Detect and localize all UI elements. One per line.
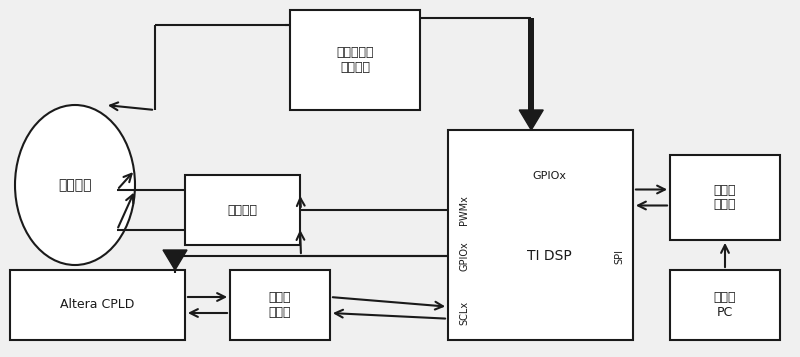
Bar — [230, 270, 330, 340]
Text: 相耦综合虚
转变压器: 相耦综合虚 转变压器 — [336, 46, 374, 74]
Text: 弧线电机: 弧线电机 — [58, 178, 92, 192]
Polygon shape — [163, 250, 187, 270]
Polygon shape — [519, 110, 543, 130]
Bar — [172, 250, 178, 252]
Bar — [10, 270, 185, 340]
Text: 上位机
PC: 上位机 PC — [714, 291, 736, 319]
Bar — [670, 270, 780, 340]
Text: TI DSP: TI DSP — [527, 249, 572, 263]
Text: 驱动模块: 驱动模块 — [227, 203, 258, 216]
Text: 串口通
信模块: 串口通 信模块 — [269, 291, 291, 319]
Text: 以太网
控制器: 以太网 控制器 — [714, 183, 736, 211]
Bar — [290, 10, 420, 110]
Text: SCLx: SCLx — [459, 301, 469, 325]
Text: GPIOx: GPIOx — [459, 241, 469, 271]
Text: Altera CPLD: Altera CPLD — [60, 298, 134, 312]
Text: PWMx: PWMx — [459, 195, 469, 225]
Bar — [528, 18, 534, 110]
Bar — [448, 130, 633, 340]
Text: SPI: SPI — [614, 248, 624, 263]
Bar — [670, 155, 780, 240]
Ellipse shape — [15, 105, 135, 265]
Text: GPIOx: GPIOx — [533, 171, 566, 181]
Bar — [185, 175, 300, 245]
